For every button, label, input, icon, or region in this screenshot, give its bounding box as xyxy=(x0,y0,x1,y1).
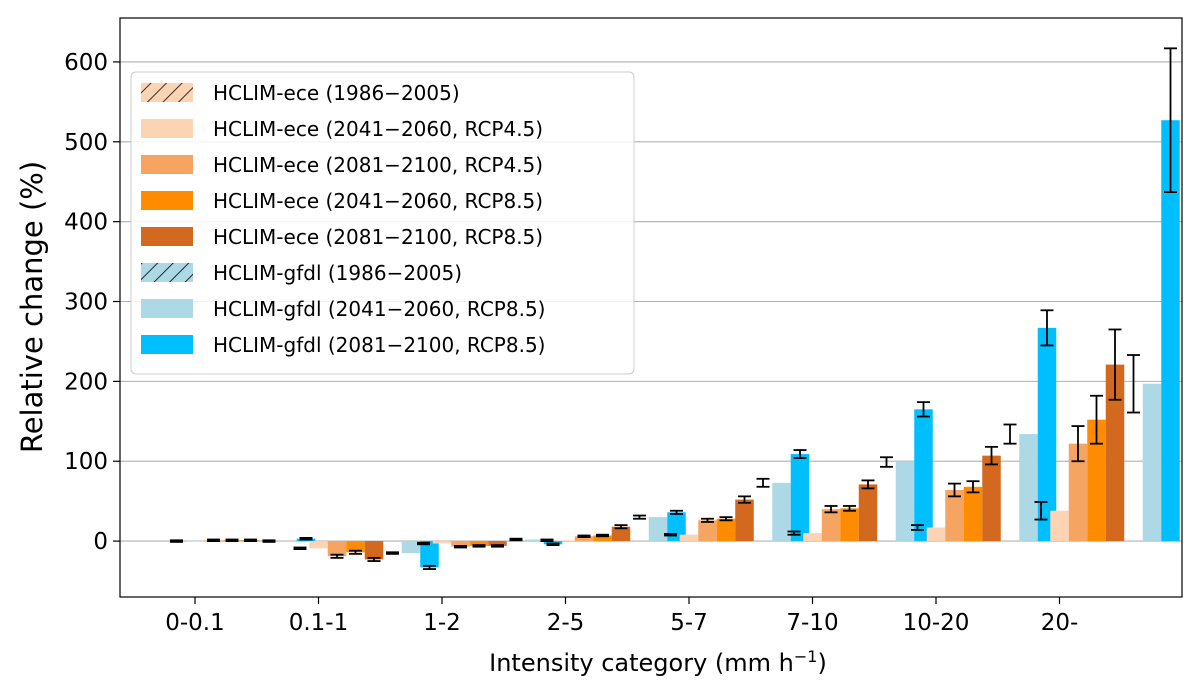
error-bars xyxy=(170,47,1177,570)
bar xyxy=(574,536,594,542)
legend-frame xyxy=(130,71,635,375)
bar xyxy=(278,541,297,542)
legend-swatch xyxy=(141,155,193,174)
x-tick-label: 10-20 xyxy=(903,610,970,636)
legend-swatch-hatch xyxy=(141,83,193,102)
x-tick-label: 0-0.1 xyxy=(165,610,225,636)
legend-label: HCLIM-gfdl (2081−2100, RCP8.5) xyxy=(213,333,545,357)
bar xyxy=(821,509,841,542)
bar xyxy=(858,484,878,542)
bar xyxy=(945,489,964,542)
legend-swatch xyxy=(141,299,193,318)
bar xyxy=(1161,120,1180,542)
bar xyxy=(346,541,365,553)
bar xyxy=(1037,327,1057,542)
y-tick-label: 600 xyxy=(64,50,108,76)
bar xyxy=(803,533,822,542)
legend-swatch xyxy=(141,119,193,138)
legend-swatch-hatch xyxy=(141,263,193,282)
y-axis-title: Relative change (%) xyxy=(15,161,49,453)
bar xyxy=(772,482,791,542)
legend-label: HCLIM-gfdl (1986−2005) xyxy=(213,261,462,285)
bar xyxy=(1105,364,1125,542)
legend-swatch xyxy=(141,335,193,354)
legend-label: HCLIM-ece (2041−2060, RCP4.5) xyxy=(213,117,543,141)
x-tick-label: 1-2 xyxy=(423,610,461,636)
bars xyxy=(185,120,1180,568)
bar xyxy=(914,409,933,542)
legend-swatch xyxy=(141,227,193,246)
bar xyxy=(451,541,470,547)
bar xyxy=(488,541,507,546)
bar xyxy=(420,541,439,568)
y-tick-label: 300 xyxy=(64,290,108,316)
legend: HCLIM-ece (1986−2005) HCLIM-ece (2041−206… xyxy=(130,71,635,375)
bar xyxy=(1087,419,1106,542)
bar xyxy=(790,454,810,542)
bar xyxy=(309,541,328,549)
legend-label: HCLIM-ece (2081−2100, RCP4.5) xyxy=(213,153,543,177)
x-axis-title: Intensity category (mm h−1) xyxy=(489,647,827,677)
x-axis-ticks: 0-0.1 0.1-1 1-2 2-5 5-7 7-10 10-20 20- xyxy=(165,597,1078,636)
bar xyxy=(1050,510,1069,542)
y-tick-label: 400 xyxy=(64,210,108,236)
bar xyxy=(432,541,452,544)
x-tick-label: 20- xyxy=(1041,610,1079,636)
x-tick-label: 7-10 xyxy=(786,610,838,636)
bar xyxy=(679,534,699,542)
bar xyxy=(963,486,983,542)
bar xyxy=(593,535,612,542)
bar xyxy=(1142,383,1162,542)
y-tick-label: 500 xyxy=(64,130,108,156)
plot-area-frame xyxy=(119,17,1183,598)
x-tick-label: 0.1-1 xyxy=(289,610,349,636)
bar xyxy=(735,499,754,542)
legend-label: HCLIM-ece (2081−2100, RCP8.5) xyxy=(213,225,543,249)
y-axis-ticks: 0 100 200 300 400 500 600 xyxy=(64,50,120,555)
legend-swatch xyxy=(141,191,193,210)
bar xyxy=(1068,443,1088,542)
bar xyxy=(401,541,421,554)
y-tick-label: 0 xyxy=(93,529,108,555)
y-tick-label: 200 xyxy=(64,369,108,395)
bar xyxy=(895,462,915,542)
bar xyxy=(469,541,489,546)
bar xyxy=(327,541,347,557)
bar xyxy=(982,455,1001,542)
x-tick-label: 2-5 xyxy=(547,610,585,636)
bar xyxy=(840,508,859,542)
bar xyxy=(648,517,668,542)
legend-label: HCLIM-ece (1986−2005) xyxy=(213,81,460,105)
bar xyxy=(525,539,544,542)
legend-label: HCLIM-gfdl (2041−2060, RCP8.5) xyxy=(213,297,545,321)
x-tick-label: 5-7 xyxy=(670,610,708,636)
bar xyxy=(698,520,717,542)
bar xyxy=(716,518,736,542)
bar xyxy=(364,541,384,560)
bar xyxy=(926,527,946,542)
bar xyxy=(611,526,631,542)
bar xyxy=(1019,434,1038,542)
bar xyxy=(556,540,575,542)
legend-label: HCLIM-ece (2041−2060, RCP8.5) xyxy=(213,189,543,213)
bar xyxy=(185,541,205,542)
y-tick-label: 100 xyxy=(64,449,108,475)
